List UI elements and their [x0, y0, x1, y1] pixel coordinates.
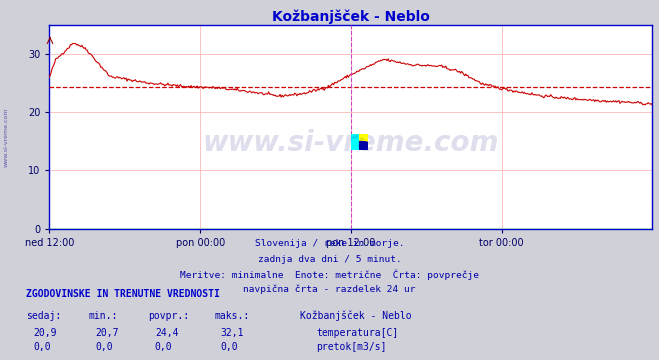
Polygon shape — [358, 134, 368, 143]
Text: navpična črta - razdelek 24 ur: navpična črta - razdelek 24 ur — [243, 285, 416, 294]
Polygon shape — [358, 141, 368, 150]
Text: 0,0: 0,0 — [221, 342, 239, 352]
Text: www.si-vreme.com: www.si-vreme.com — [203, 129, 499, 157]
Text: www.si-vreme.com: www.si-vreme.com — [4, 107, 9, 167]
Text: 20,7: 20,7 — [96, 328, 119, 338]
Text: Meritve: minimalne  Enote: metrične  Črta: povprečje: Meritve: minimalne Enote: metrične Črta:… — [180, 270, 479, 280]
Title: Kožbanjšček - Neblo: Kožbanjšček - Neblo — [272, 9, 430, 24]
Text: 0,0: 0,0 — [96, 342, 113, 352]
Bar — [358, 141, 368, 150]
Text: 32,1: 32,1 — [221, 328, 244, 338]
Text: zadnja dva dni / 5 minut.: zadnja dva dni / 5 minut. — [258, 255, 401, 264]
Text: Slovenija / reke in morje.: Slovenija / reke in morje. — [255, 239, 404, 248]
Text: pretok[m3/s]: pretok[m3/s] — [316, 342, 387, 352]
Text: Kožbanjšček - Neblo: Kožbanjšček - Neblo — [300, 310, 411, 321]
Text: 0,0: 0,0 — [33, 342, 51, 352]
Text: temperatura[C]: temperatura[C] — [316, 328, 399, 338]
Text: ZGODOVINSKE IN TRENUTNE VREDNOSTI: ZGODOVINSKE IN TRENUTNE VREDNOSTI — [26, 289, 220, 299]
Text: 0,0: 0,0 — [155, 342, 173, 352]
Text: 20,9: 20,9 — [33, 328, 57, 338]
Text: povpr.:: povpr.: — [148, 311, 189, 321]
Text: sedaj:: sedaj: — [26, 311, 61, 321]
Text: 24,4: 24,4 — [155, 328, 179, 338]
Text: min.:: min.: — [89, 311, 119, 321]
Bar — [351, 134, 368, 150]
Text: maks.:: maks.: — [214, 311, 249, 321]
Bar — [358, 134, 368, 143]
